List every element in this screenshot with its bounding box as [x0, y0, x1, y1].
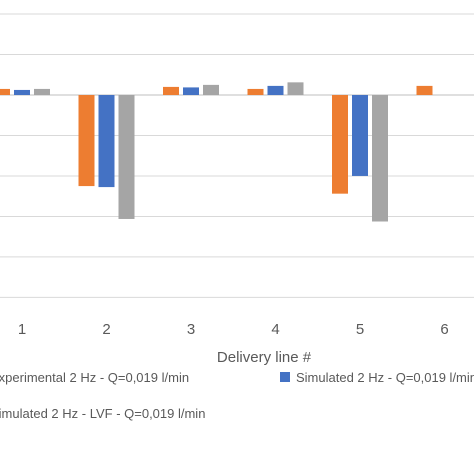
bar-series1-line-6 [416, 85, 433, 95]
x-tick-labels: 1 2 3 4 5 6 [18, 321, 449, 338]
x-tick-label-5: 5 [356, 321, 364, 338]
x-tick-label-4: 4 [271, 321, 279, 338]
x-axis-title: Delivery line # [217, 349, 312, 366]
gridlines [0, 13, 474, 298]
x-tick-label-6: 6 [440, 321, 448, 338]
legend-label-1: Experimental 2 Hz - Q=0,019 l/min [0, 370, 189, 385]
bar-series3-line-1 [34, 88, 50, 95]
x-tick-label-3: 3 [187, 321, 195, 338]
bar-series3-line-4 [287, 82, 304, 95]
legend-label-3: Simulated 2 Hz - LVF - Q=0,019 l/min [0, 406, 205, 421]
x-tick-label-1: 1 [18, 321, 26, 338]
bar-series3-line-5 [372, 95, 388, 222]
legend: Experimental 2 Hz - Q=0,019 l/min Simulat… [0, 370, 474, 421]
bar-series2-line-5 [352, 95, 368, 176]
legend-swatch-2 [280, 372, 290, 382]
bar-series2-line-2 [98, 95, 115, 188]
bar-series2-line-4 [267, 85, 284, 95]
bars [0, 82, 433, 222]
x-tick-label-2: 2 [102, 321, 110, 338]
bar-series3-line-2 [118, 95, 135, 219]
bar-series2-line-1 [14, 89, 30, 95]
bar-series3-line-3 [203, 84, 219, 95]
legend-label-2: Simulated 2 Hz - Q=0,019 l/min [296, 370, 474, 385]
bar-series1-line-4 [247, 88, 264, 95]
bar-series1-line-5 [332, 95, 348, 194]
bar-series1-line-1 [0, 88, 10, 95]
bar-series1-line-2 [78, 95, 95, 187]
bar-series1-line-3 [163, 86, 179, 95]
bar-series2-line-3 [183, 87, 199, 95]
